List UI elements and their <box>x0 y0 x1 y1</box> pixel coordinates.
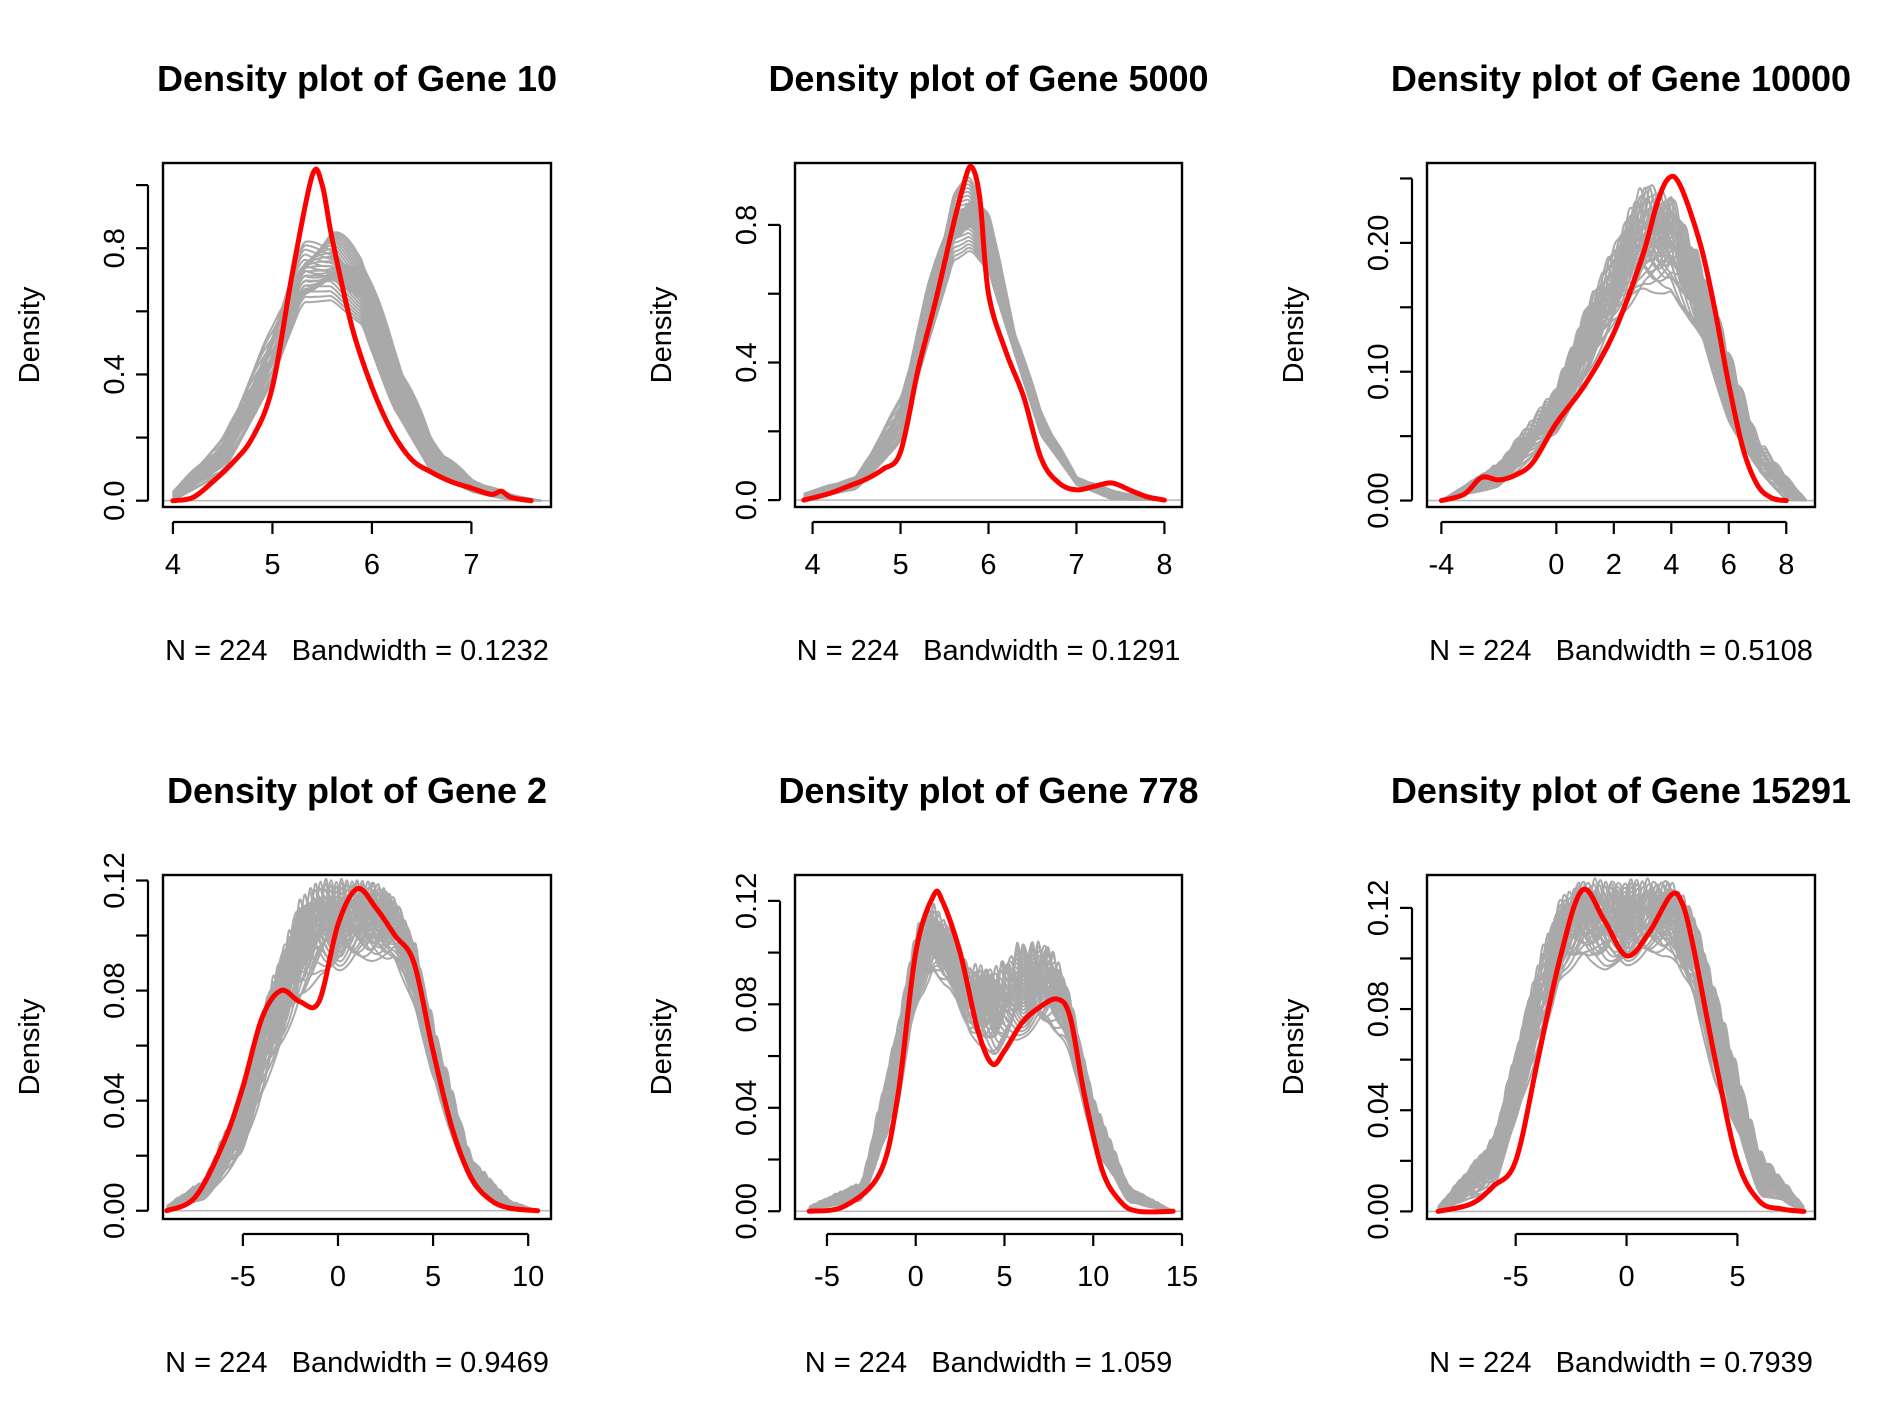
y-tick-label: 0.04 <box>1363 1082 1395 1138</box>
panel-title: Density plot of Gene 5000 <box>768 58 1208 99</box>
y-tick-label: 0.08 <box>731 976 763 1032</box>
x-axis-label: N = 224 Bandwidth = 0.1232 <box>165 635 549 667</box>
x-tick-label: 0 <box>908 1261 924 1293</box>
y-axis-label: Density <box>646 286 678 383</box>
density-panel-3: Density plot of Gene 10000 -4 0 2 4 6 8 0.00 0.1… <box>1278 58 1851 667</box>
highlight-density-line <box>1435 886 1807 1214</box>
panel-title: Density plot of Gene 2 <box>167 770 547 811</box>
y-tick-label: 0.12 <box>1363 880 1395 936</box>
x-tick-label: 6 <box>364 549 380 581</box>
x-tick-label: 6 <box>1721 549 1737 581</box>
plot-frame <box>793 873 1184 1221</box>
x-tick-label: 0 <box>330 1261 346 1293</box>
y-tick-label: 0.00 <box>99 1183 131 1239</box>
y-tick-label: 0.00 <box>1363 1183 1395 1239</box>
x-tick-label: -4 <box>1428 549 1454 581</box>
y-tick-label: 0.00 <box>1363 472 1395 528</box>
y-tick-label: 0.08 <box>99 962 131 1018</box>
y-tick-label: 0.12 <box>731 873 763 929</box>
y-axis-label: Density <box>1278 286 1310 383</box>
sample-density-line <box>172 231 542 502</box>
y-tick-label: 0.0 <box>731 480 763 520</box>
x-tick-label: -5 <box>230 1261 256 1293</box>
sample-density-line <box>1440 187 1808 502</box>
x-axis-label: N = 224 Bandwidth = 0.5108 <box>1429 635 1813 667</box>
y-tick-label: 0.0 <box>99 481 131 521</box>
y-axis-label: Density <box>14 286 46 383</box>
y-tick-label: 0.4 <box>99 354 131 394</box>
x-tick-label: 5 <box>425 1261 441 1293</box>
y-axis-label: Density <box>14 998 46 1095</box>
x-tick-label: 8 <box>1156 549 1172 581</box>
x-tick-label: -5 <box>1503 1261 1529 1293</box>
x-tick-label: 4 <box>1663 549 1679 581</box>
y-tick-label: 0.12 <box>99 852 131 908</box>
x-tick-label: -5 <box>814 1261 840 1293</box>
x-tick-label: 7 <box>463 549 479 581</box>
density-panel-6: Density plot of Gene 15291 -5 0 5 0.00 0.04 0.… <box>1278 770 1851 1379</box>
x-axis-label: N = 224 Bandwidth = 0.9469 <box>165 1347 549 1379</box>
x-tick-label: 6 <box>980 549 996 581</box>
plot-frame <box>161 873 553 1221</box>
x-tick-label: 5 <box>892 549 908 581</box>
highlight-density-line <box>801 163 1167 503</box>
y-tick-label: 0.04 <box>731 1080 763 1136</box>
y-axis-label: Density <box>1278 998 1310 1095</box>
plot-frame <box>793 161 1184 509</box>
x-axis-label: N = 224 Bandwidth = 1.059 <box>805 1347 1173 1379</box>
panel-title: Density plot of Gene 10 <box>157 58 557 99</box>
x-tick-label: 8 <box>1778 549 1794 581</box>
highlight-density-line <box>164 886 541 1214</box>
x-tick-label: 10 <box>512 1261 544 1293</box>
sample-density-line <box>803 200 1165 502</box>
sample-density-line <box>1437 877 1805 1208</box>
plot-frame <box>1425 161 1817 509</box>
sample-density-line <box>803 176 1165 502</box>
x-tick-label: 0 <box>1618 1261 1634 1293</box>
plot-frame <box>161 161 553 509</box>
sample-density-line <box>808 902 1174 1213</box>
density-panel-4: Density plot of Gene 2 -5 0 5 10 0.00 0.04 0.08… <box>14 770 553 1379</box>
y-tick-label: 0.08 <box>1363 981 1395 1037</box>
y-tick-label: 0.10 <box>1363 343 1395 399</box>
y-tick-label: 0.20 <box>1363 215 1395 271</box>
x-tick-label: 5 <box>1729 1261 1745 1293</box>
x-tick-label: 10 <box>1077 1261 1109 1293</box>
density-panel-1: Density plot of Gene 10 4 5 6 7 0.0 0.4 0.8 Dens… <box>14 58 557 667</box>
x-tick-label: 4 <box>805 549 821 581</box>
panel-title: Density plot of Gene 10000 <box>1391 58 1851 99</box>
highlight-density-line <box>806 888 1176 1215</box>
x-tick-label: 5 <box>996 1261 1012 1293</box>
y-axis-label: Density <box>646 998 678 1095</box>
y-tick-label: 0.00 <box>731 1183 763 1239</box>
x-axis-label: N = 224 Bandwidth = 0.7939 <box>1429 1347 1813 1379</box>
density-panel-2: Density plot of Gene 5000 4 5 6 7 8 0.0 0.4 0.8 D… <box>646 58 1209 667</box>
x-tick-label: 4 <box>165 549 181 581</box>
plot-frame <box>1425 873 1817 1221</box>
x-tick-label: 0 <box>1548 549 1564 581</box>
panel-title: Density plot of Gene 15291 <box>1391 770 1851 811</box>
y-tick-label: 0.8 <box>731 205 763 245</box>
y-tick-label: 0.8 <box>99 228 131 268</box>
x-tick-label: 5 <box>264 549 280 581</box>
x-tick-label: 15 <box>1166 1261 1198 1293</box>
panel-title: Density plot of Gene 778 <box>778 770 1198 811</box>
x-tick-label: 2 <box>1606 549 1622 581</box>
x-tick-label: 7 <box>1068 549 1084 581</box>
sample-density-line <box>1440 184 1808 502</box>
sample-density-lines <box>808 902 1174 1213</box>
highlight-density-line <box>1438 173 1789 504</box>
y-tick-label: 0.4 <box>731 342 763 382</box>
y-tick-label: 0.04 <box>99 1072 131 1128</box>
sample-density-line <box>1440 191 1808 502</box>
density-panel-5: Density plot of Gene 778 -5 0 5 10 15 0.00 0.04… <box>646 770 1199 1379</box>
x-axis-label: N = 224 Bandwidth = 0.1291 <box>797 635 1181 667</box>
highlight-density-line <box>170 166 534 504</box>
